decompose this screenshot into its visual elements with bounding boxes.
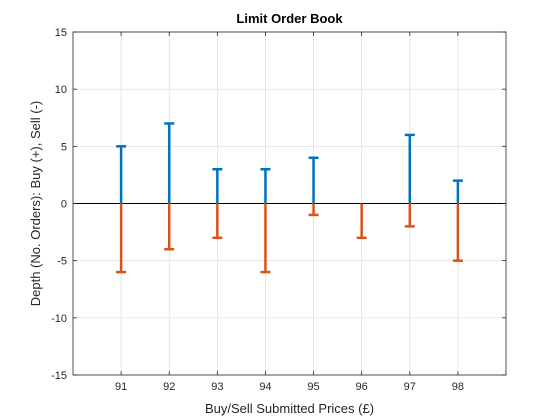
- x-tick-label: 91: [115, 381, 127, 393]
- y-tick-label: 10: [55, 84, 67, 96]
- y-tick-label: 5: [61, 141, 67, 153]
- y-tick-label: -10: [51, 313, 67, 325]
- buy-depth-stem: [116, 145, 127, 204]
- x-tick-label: 94: [259, 381, 271, 393]
- buy-depth-stem: [452, 179, 463, 204]
- chart-title: Limit Order Book: [236, 11, 343, 26]
- x-tick-label: 98: [452, 381, 464, 393]
- x-tick-label: 95: [307, 381, 319, 393]
- sell-depth-stem: [260, 203, 271, 274]
- x-tick-label: 92: [163, 381, 175, 393]
- y-tick-label: 15: [55, 27, 67, 39]
- buy-depth-stem: [308, 156, 319, 204]
- x-tick-label: 93: [211, 381, 223, 393]
- y-axis-title: Depth (No. Orders): Buy (+), Sell (-): [28, 101, 43, 307]
- y-tick-label: -5: [57, 256, 67, 268]
- x-tick-label: 96: [356, 381, 368, 393]
- buy-depth-stem: [404, 133, 415, 204]
- x-tick-label: 97: [404, 381, 416, 393]
- y-tick-label: 0: [61, 199, 67, 211]
- y-tick-labels: -15 -10 -5 0 5 10 15: [51, 27, 506, 382]
- buy-depth-stem: [164, 122, 175, 204]
- buy-depth-stem: [212, 167, 223, 204]
- x-axis-title: Buy/Sell Submitted Prices (£): [205, 401, 374, 416]
- sell-depth-stem: [452, 203, 463, 262]
- stem-marks: [116, 122, 463, 274]
- sell-depth-stem: [356, 203, 367, 240]
- x-tick-labels: 91 92 93 94 95 96 97 98: [115, 32, 464, 393]
- buy-depth-stem: [260, 167, 271, 204]
- sell-depth-stem: [164, 203, 175, 251]
- sell-depth-stem: [212, 203, 223, 240]
- sell-depth-stem: [404, 203, 415, 228]
- y-tick-label: -15: [51, 370, 67, 382]
- sell-depth-stem: [116, 203, 127, 274]
- sell-depth-stem: [308, 203, 319, 217]
